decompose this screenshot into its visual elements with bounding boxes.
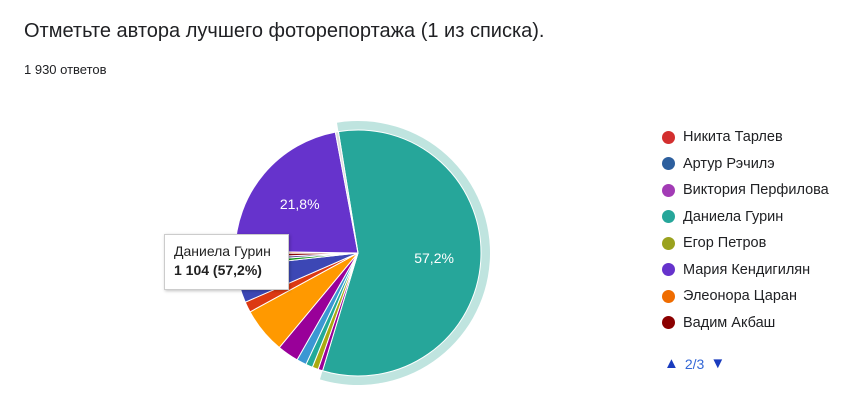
chart-title: Отметьте автора лучшего фоторепортажа (1… xyxy=(24,20,545,42)
legend-label: Вадим Акбаш xyxy=(683,314,776,331)
legend-label: Даниела Гурин xyxy=(683,208,784,225)
legend-item[interactable]: Никита Тарлев xyxy=(662,124,829,151)
legend-item[interactable]: Мария Кендигилян xyxy=(662,257,829,284)
response-count: 1 930 ответов xyxy=(24,62,107,77)
legend-swatch xyxy=(662,263,675,277)
legend-swatch xyxy=(662,130,675,144)
pie-slice-label: 21,8% xyxy=(280,196,320,212)
pie-slice[interactable] xyxy=(334,130,359,254)
legend-item[interactable]: Виктория Перфилова xyxy=(662,177,829,204)
legend-swatch xyxy=(662,316,675,330)
legend-label: Виктория Перфилова xyxy=(683,182,829,199)
tooltip-name: Даниела Гурин xyxy=(174,243,271,259)
legend-swatch xyxy=(662,183,675,197)
legend-pager: ▲ 2/3 ▼ xyxy=(664,355,725,372)
legend-label: Никита Тарлев xyxy=(683,129,783,146)
tooltip: Даниела Гурин 1 104 (57,2%) xyxy=(164,234,289,290)
legend-swatch xyxy=(662,210,675,224)
tooltip-value: 1 104 (57,2%) xyxy=(174,262,262,278)
legend-label: Егор Петров xyxy=(683,235,767,252)
legend-item[interactable]: Даниела Гурин xyxy=(662,204,829,231)
legend-item[interactable]: Егор Петров xyxy=(662,230,829,257)
legend-label: Мария Кендигилян xyxy=(683,261,811,278)
legend-label: Артур Рэчилэ xyxy=(683,155,775,172)
legend-swatch xyxy=(662,236,675,250)
legend-item[interactable]: Вадим Акбаш xyxy=(662,310,829,337)
legend-swatch xyxy=(662,289,675,303)
legend-swatch xyxy=(662,157,675,171)
triangle-down-icon[interactable]: ▼ xyxy=(710,355,726,372)
pager-text: 2/3 xyxy=(684,355,705,372)
legend-item[interactable]: Артур Рэчилэ xyxy=(662,151,829,178)
legend-item[interactable]: Элеонора Царан xyxy=(662,283,829,310)
pie-slice-label: 57,2% xyxy=(414,250,454,266)
legend: Никита Тарлев Артур Рэчилэ Виктория Перф… xyxy=(662,124,829,336)
legend-label: Элеонора Царан xyxy=(683,288,798,305)
triangle-up-icon[interactable]: ▲ xyxy=(664,355,679,372)
pie-slice[interactable] xyxy=(321,129,482,377)
